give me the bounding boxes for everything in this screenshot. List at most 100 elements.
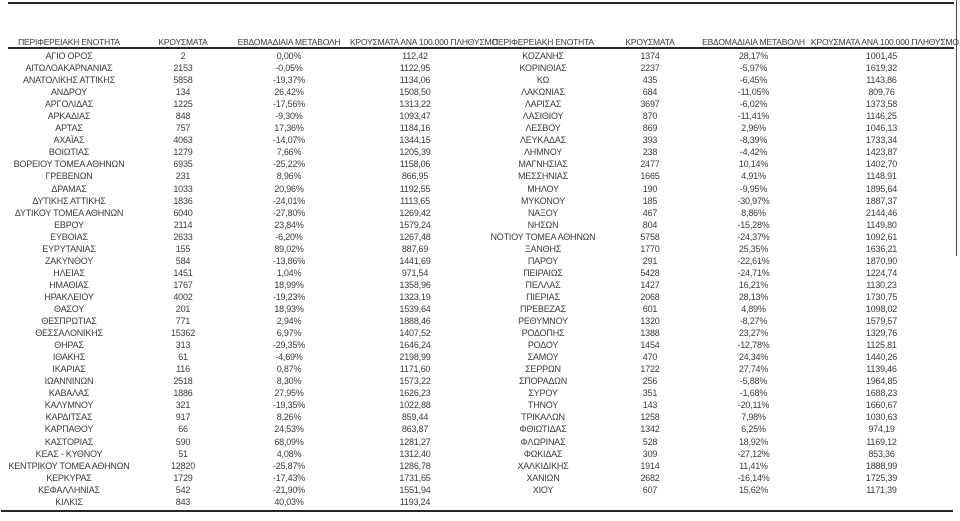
table-row: ΗΛΕΙΑΣ 1451 1,04% 971,54 [0, 267, 480, 279]
table-cell: 1440,26 [865, 352, 898, 363]
table-cell: 4,08% [276, 448, 302, 459]
table-row: ΓΡΕΒΕΝΩΝ 231 8,96% 866,95 [0, 170, 480, 182]
table-cell: ΠΡΕΒΕΖΑΣ [520, 304, 566, 314]
table-cell: ΑΝΔΡΟΥ [50, 87, 88, 98]
table-cell: ΚΩ [536, 75, 550, 86]
table-cell: ΙΘΑΚΗΣ [52, 352, 86, 363]
table-cell: ΑΡΚΑΔΙΑΣ [47, 111, 91, 122]
table-cell: 1636,21 [865, 243, 898, 254]
column-header-cases-per-100k: ΚΡΟΥΣΜΑΤΑ ΑΝΑ 100.000 ΠΛΗΘΥΣΜΟ [350, 37, 498, 47]
table-cell: 27,74% [738, 364, 769, 375]
table-cell: 1441,69 [399, 255, 431, 266]
table-cell: 1508,50 [399, 87, 431, 98]
table-cell: 1313,22 [399, 99, 431, 110]
table-cell: 1205,39 [399, 147, 431, 158]
table-cell: 18,92% [738, 436, 769, 447]
table-cell: 435 [642, 75, 658, 86]
table-row: ΑΡΓΟΛΙΔΑΣ 1225 -17,56% 1313,22 [0, 98, 480, 110]
table-cell: 15,62% [738, 484, 769, 495]
table-cell: 0,00% [276, 51, 302, 62]
table-cell: 1665 [640, 171, 660, 182]
table-cell: -24,37% [737, 231, 770, 242]
table-cell: 1646,24 [399, 340, 431, 351]
column-header-cases-per-100k: ΚΡΟΥΣΜΑΤΑ ΑΝΑ 100.000 ΠΛΗΘΥΣΜΟ [811, 37, 959, 47]
table-row: ΜΥΚΟΝΟΥ 185 -30,97% 1887,37 [482, 195, 952, 207]
right-table-header: ΠΕΡΙΦΕΡΕΙΑΚΗ ΕΝΟΤΗΤΑ ΚΡΟΥΣΜΑΤΑ ΕΒΔΟΜΑΔΙΑ… [482, 31, 959, 50]
table-cell: 1660,67 [865, 400, 898, 411]
table-cell: 1130,23 [866, 279, 897, 290]
table-row: ΜΕΣΣΗΝΙΑΣ 1665 4,91% 1148,91 [482, 170, 952, 182]
table-cell: 17,36% [274, 123, 304, 134]
table-cell: 143 [642, 400, 658, 411]
table-cell: ΚΕΦΑΛΛΗΝΙΑΣ [38, 484, 100, 495]
table-cell: 1423,87 [865, 147, 898, 158]
table-cell: -12,78% [737, 340, 770, 351]
table-row: ΦΘΙΩΤΙΔΑΣ 1342 6,25% 974,19 [482, 423, 952, 435]
table-row: ΙΚΑΡΙΑΣ 116 0,87% 1171,60 [0, 363, 480, 375]
table-row: ΛΕΣΒΟΥ 869 2,96% 1046,13 [482, 122, 952, 134]
table-cell: ΤΗΝΟΥ [527, 400, 559, 411]
table-cell: 1573,22 [399, 376, 431, 387]
table-cell: 28,13% [738, 291, 769, 302]
table-cell: 2,94% [276, 316, 302, 327]
table-row: ΚΙΛΚΙΣ 843 40,03% 1193,24 [0, 496, 480, 508]
table-cell: ΘΗΡΑΣ [54, 340, 84, 351]
table-cell: 2477 [640, 159, 660, 170]
header-row: ΠΕΡΙΦΕΡΕΙΑΚΗ ΕΝΟΤΗΤΑ ΚΡΟΥΣΜΑΤΑ ΕΒΔΟΜΑΔΙΑ… [0, 31, 498, 50]
table-cell: -17,56% [272, 99, 306, 110]
left-table-body: ΑΓΙΟ ΟΡΟΣ 2 0,00% 112,42 ΑΙΤΩΛΟΑΚΑΡΝΑΝΙΑΣ 215… [0, 50, 480, 508]
table-cell: 1358,96 [399, 279, 431, 290]
table-cell: ΜΑΓΝΗΣΙΑΣ [518, 159, 568, 170]
table-cell: ΧΑΝΙΩΝ [526, 472, 560, 483]
table-cell: 231 [175, 171, 191, 182]
table-cell: 804 [642, 219, 658, 230]
top-divider [8, 2, 954, 4]
table-cell: ΞΑΝΘΗΣ [524, 243, 562, 254]
table-cell: ΛΑΚΩΝΙΑΣ [521, 87, 565, 98]
table-cell: -17,43% [272, 472, 306, 483]
table-cell: 1407,52 [399, 328, 431, 339]
table-cell: 1342 [640, 424, 660, 435]
column-header-regional-unit: ΠΕΡΙΦΕΡΕΙΑΚΗ ΕΝΟΤΗΤΑ [492, 37, 594, 47]
table-row: ΦΛΩΡΙΝΑΣ 528 18,92% 1169,12 [482, 436, 952, 448]
table-row: ΕΥΡΥΤΑΝΙΑΣ 155 89,02% 887,69 [0, 243, 480, 255]
left-table-header: ΠΕΡΙΦΕΡΕΙΑΚΗ ΕΝΟΤΗΤΑ ΚΡΟΥΣΜΑΤΑ ΕΒΔΟΜΑΔΙΑ… [0, 31, 498, 50]
table-cell: ΚΟΖΑΝΗΣ [522, 51, 564, 62]
table-cell: 0,87% [276, 364, 302, 375]
table-cell: 1344,15 [399, 135, 431, 146]
table-cell: 1046,13 [865, 123, 898, 134]
table-cell: -24,71% [737, 267, 770, 278]
table-row: ΒΟΙΩΤΙΑΣ 1279 7,66% 1205,39 [0, 146, 480, 158]
table-cell: 607 [642, 484, 658, 495]
table-cell: ΣΑΜΟΥ [527, 352, 559, 363]
table-cell: ΦΛΩΡΙΝΑΣ [520, 436, 566, 447]
table-cell: 1329,76 [865, 328, 898, 339]
table-row: ΣΥΡΟΥ 351 -1,68% 1688,23 [482, 387, 952, 399]
table-cell: 40,03% [274, 496, 304, 507]
column-header-cases: ΚΡΟΥΣΜΑΤΑ [158, 37, 208, 47]
table-cell: -6,45% [739, 75, 768, 86]
table-cell: 1895,64 [865, 183, 898, 194]
table-cell: 1539,64 [399, 304, 431, 314]
table-cell: 1134,06 [399, 75, 431, 86]
table-cell: ΜΕΣΣΗΝΙΑΣ [518, 171, 568, 182]
table-cell: -5,88% [739, 376, 768, 387]
table-cell: 6,25% [741, 424, 766, 435]
table-row: ΕΥΒΟΙΑΣ 2633 -6,20% 1267,48 [0, 231, 480, 243]
table-cell: 4063 [173, 135, 193, 146]
table-cell: 1887,37 [865, 195, 898, 206]
table-cell: 2114 [173, 219, 193, 230]
table-cell: 843 [175, 496, 191, 507]
table-cell: 1688,23 [865, 388, 898, 399]
table-cell: 1022,88 [399, 400, 431, 411]
table-cell: 1451 [173, 267, 193, 278]
table-cell: 185 [642, 195, 658, 206]
table-row: ΣΑΜΟΥ 470 24,34% 1440,26 [482, 351, 952, 363]
table-cell: 66 [178, 424, 188, 435]
table-row: ΚΑΛΥΜΝΟΥ 321 -19,35% 1022,88 [0, 399, 480, 411]
table-cell: 1373,58 [865, 99, 898, 110]
table-row: ΣΠΟΡΑΔΩΝ 256 -5,88% 1964,85 [482, 375, 952, 387]
table-cell: 859,44 [401, 412, 429, 423]
table-cell: 3697 [640, 99, 660, 110]
table-row: ΘΑΣΟΥ 201 18,93% 1539,64 [0, 303, 480, 315]
